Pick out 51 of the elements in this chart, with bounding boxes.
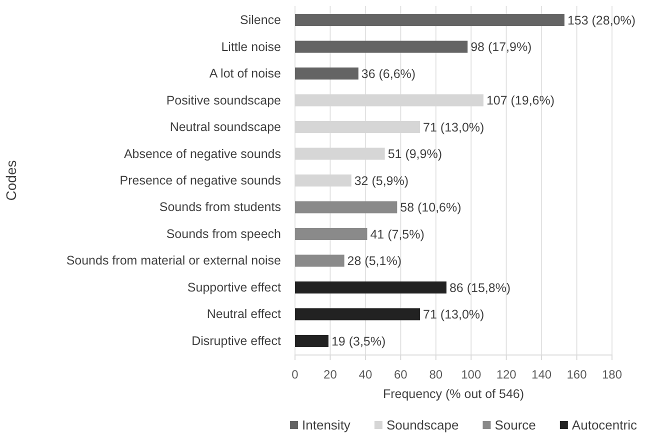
x-tick-label: 160 [566, 368, 588, 382]
data-label: 98 (17,9%) [470, 40, 532, 54]
x-tick-label: 80 [429, 368, 443, 382]
y-tick-label: Absence of negative sounds [124, 146, 281, 161]
bar [295, 228, 368, 240]
x-tick-label: 140 [532, 368, 552, 382]
y-tick-label: Sounds from students [159, 200, 281, 214]
bar [295, 334, 328, 347]
y-tick-label: A lot of noise [209, 66, 282, 81]
data-label: 32 (5,9%) [354, 174, 409, 188]
x-tick-label: 0 [292, 368, 299, 382]
bar [295, 68, 358, 80]
y-axis-title: Codes [3, 160, 19, 201]
legend-label: Autocentric [572, 418, 638, 433]
bar [295, 40, 468, 53]
y-tick-label: Neutral soundscape [170, 120, 282, 134]
legend-label: Source [494, 418, 536, 433]
data-label: 19 (3,5%) [331, 334, 386, 348]
x-tick-label: 100 [461, 368, 482, 382]
y-tick-label: Neutral effect [206, 307, 282, 322]
data-label: 58 (10,6%) [400, 200, 462, 215]
data-label: 107 (19,6%) [486, 94, 555, 108]
data-label: 51 (9,9%) [388, 147, 442, 162]
bar [295, 201, 398, 214]
x-tick-label: 40 [358, 368, 372, 382]
legend-label: Soundscape [386, 418, 459, 433]
y-tick-label: Sounds from material or external noise [66, 254, 282, 268]
data-label: 71 (13,0%) [423, 308, 484, 322]
y-tick-label: Silence [240, 13, 282, 28]
data-label: 71 (13,0%) [423, 120, 484, 134]
y-tick-label: Supportive effect [187, 280, 282, 294]
data-label: 153 (28,0%) [567, 13, 636, 28]
data-label: 36 (6,6%) [361, 66, 416, 81]
x-tick-label: 120 [496, 368, 517, 382]
x-tick-label: 20 [324, 368, 338, 382]
bar [295, 14, 564, 26]
y-tick-label: Positive soundscape [166, 93, 282, 108]
legend-label: Intensity [302, 418, 351, 433]
data-label: 86 (15,8%) [449, 280, 511, 295]
data-label: 41 (7,5%) [370, 227, 424, 242]
x-axis-title: Frequency (% out of 546) [382, 387, 524, 401]
y-tick-label: Disruptive effect [192, 334, 282, 348]
bar [295, 254, 344, 267]
data-label: 28 (5,1%) [347, 254, 402, 268]
x-tick-label: 60 [394, 368, 408, 382]
y-tick-label: Presence of negative sounds [120, 174, 281, 188]
bar [295, 308, 420, 320]
bar [295, 281, 446, 294]
y-tick-label: Sounds from speech [166, 226, 282, 241]
y-tick-label: Little noise [221, 40, 282, 54]
x-tick-label: 180 [602, 368, 622, 382]
